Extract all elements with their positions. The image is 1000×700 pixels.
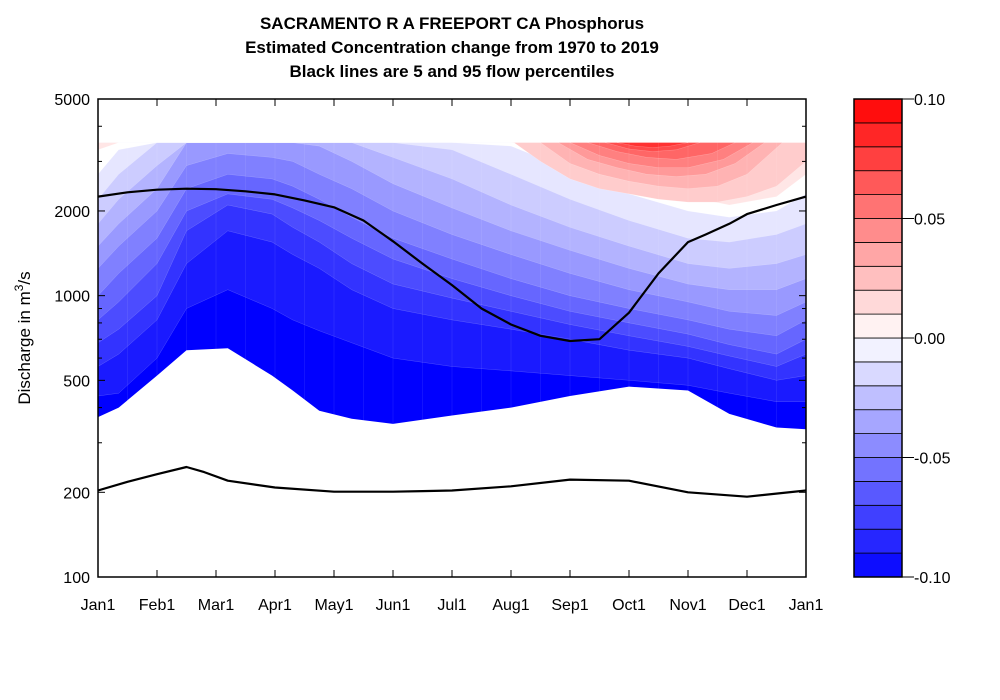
colorbar-segment bbox=[853, 194, 903, 219]
colorbar-segment bbox=[853, 170, 903, 195]
colorbar-segment bbox=[853, 289, 903, 315]
colorbar-segment bbox=[853, 480, 903, 506]
colorbar-segment bbox=[853, 122, 903, 148]
colorbar-segment bbox=[853, 361, 903, 387]
colorbar-segment bbox=[853, 241, 903, 267]
x-tick-label: Jan1 bbox=[81, 597, 116, 614]
flow-percentile-5-line bbox=[98, 465, 806, 498]
colorbar-segment bbox=[853, 313, 903, 339]
x-tick-label: Jan1 bbox=[789, 597, 824, 614]
x-tick-label: Apr1 bbox=[258, 597, 292, 614]
colorbar: 0.10 0.05 0.00 -0.05 -0.10 bbox=[853, 92, 951, 587]
colorbar-tick-label: 0.05 bbox=[914, 212, 945, 229]
x-tick-label: Mar1 bbox=[198, 597, 235, 614]
x-tick-label: Jun1 bbox=[376, 597, 411, 614]
colorbar-segment bbox=[853, 457, 903, 482]
chart-subtitle-2: Black lines are 5 and 95 flow percentile… bbox=[289, 62, 615, 81]
colorbar-tick-label: -0.10 bbox=[914, 570, 951, 587]
y-tick-label: 2000 bbox=[54, 204, 90, 221]
colorbar-segment bbox=[853, 265, 903, 291]
y-axis-label-sup: 3 bbox=[12, 284, 26, 291]
y-tick-label: 500 bbox=[63, 373, 90, 390]
y-axis-label-main: Discharge in m bbox=[15, 291, 34, 404]
contour-band-positive bbox=[617, 142, 689, 148]
colorbar-segment bbox=[853, 146, 903, 172]
x-tick-label: Nov1 bbox=[669, 597, 706, 614]
y-tick-label: 100 bbox=[63, 570, 90, 587]
x-tick-label: Jul1 bbox=[437, 597, 466, 614]
x-tick-label: Oct1 bbox=[612, 597, 646, 614]
flow-percentile-lines bbox=[98, 187, 806, 498]
x-tick-label: May1 bbox=[314, 597, 353, 614]
colorbar-tick-label: -0.05 bbox=[914, 451, 951, 468]
x-tick-label: Aug1 bbox=[492, 597, 529, 614]
flow-percentile-95-line bbox=[98, 187, 806, 343]
colorbar-segment bbox=[853, 218, 903, 243]
colorbar-segment bbox=[853, 433, 903, 458]
colorbar-tick-label: 0.10 bbox=[914, 92, 945, 109]
colorbar-segment bbox=[853, 337, 903, 363]
contour-surface bbox=[98, 142, 806, 577]
axes: 100 200 500 1000 2000 5000 Jan1 Feb1 Mar1 Apr1 May… bbox=[54, 92, 823, 614]
colorbar-tick-label: 0.00 bbox=[914, 331, 945, 348]
colorbar-segment bbox=[853, 409, 903, 435]
colorbar-segment bbox=[853, 528, 903, 554]
colorbar-segment bbox=[853, 98, 903, 124]
colorbar-segment bbox=[853, 385, 903, 411]
x-tick-label: Feb1 bbox=[139, 597, 176, 614]
colorbar-segment bbox=[853, 552, 903, 578]
y-axis-label: Discharge in m3/s bbox=[12, 271, 34, 404]
y-tick-label: 1000 bbox=[54, 289, 90, 306]
y-tick-label: 5000 bbox=[54, 92, 90, 109]
chart-subtitle: Estimated Concentration change from 1970… bbox=[245, 38, 659, 57]
x-tick-label: Dec1 bbox=[728, 597, 765, 614]
y-axis-label-tail: /s bbox=[15, 271, 34, 284]
chart-title: SACRAMENTO R A FREEPORT CA Phosphorus bbox=[259, 14, 645, 33]
x-tick-label: Sep1 bbox=[551, 597, 588, 614]
colorbar-segment bbox=[853, 504, 903, 530]
y-tick-label: 200 bbox=[63, 485, 90, 502]
